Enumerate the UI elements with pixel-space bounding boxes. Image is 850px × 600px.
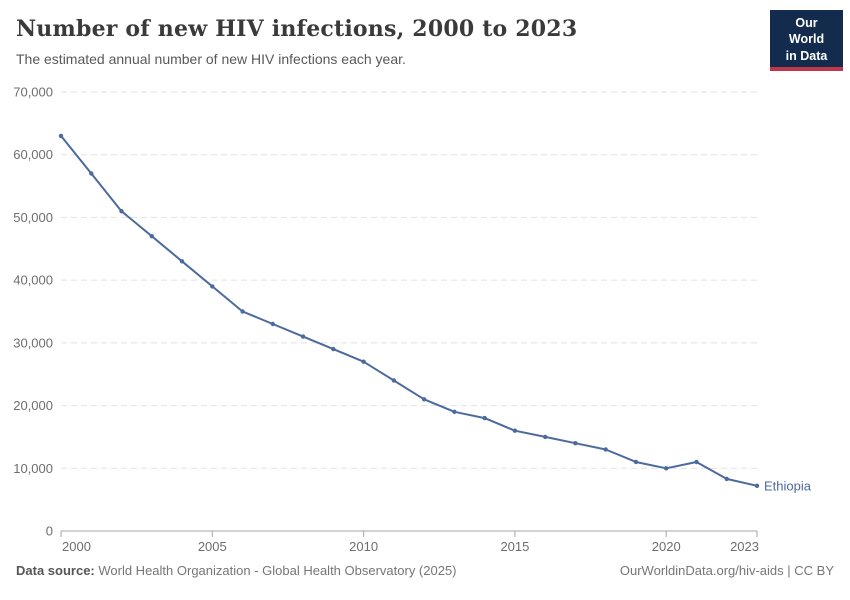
data-source-note: Data source: World Health Organization -… (16, 563, 457, 578)
data-point (421, 397, 427, 402)
data-point (452, 409, 457, 414)
x-tick-label: 2000 (62, 539, 91, 554)
data-point (89, 171, 94, 176)
data-point (543, 434, 548, 440)
data-source-text: World Health Organization - Global Healt… (94, 563, 457, 578)
owid-logo[interactable]: Our World in Data (770, 10, 843, 71)
data-line (60, 135, 758, 487)
data-point (694, 459, 699, 465)
owid-url-link[interactable]: OurWorldinData.org/hiv-aids | CC BY (619, 563, 834, 578)
owid-logo-line2: in Data (785, 48, 828, 63)
data-point (361, 359, 366, 364)
data-point (58, 133, 64, 139)
y-tick-label: 0 (46, 524, 53, 539)
data-point (754, 483, 760, 488)
data-point (149, 234, 154, 239)
data-point (482, 415, 487, 421)
data-point (331, 346, 336, 352)
y-tick-label: 60,000 (13, 147, 53, 162)
y-tick-label: 30,000 (13, 335, 53, 350)
y-tick-label: 50,000 (13, 210, 53, 225)
data-point (240, 309, 245, 314)
data-point (210, 284, 215, 289)
data-point (512, 428, 518, 433)
chart-title: Number of new HIV infections, 2000 to 20… (16, 16, 578, 42)
data-point (300, 334, 306, 339)
chart-header: Number of new HIV infections, 2000 to 20… (16, 16, 750, 67)
y-tick-label: 10,000 (13, 461, 53, 476)
data-source-label: Data source: (16, 563, 95, 578)
data-point (724, 476, 729, 482)
data-point (664, 466, 669, 471)
data-point (270, 321, 275, 327)
owid-logo-line1: Our World (788, 16, 825, 47)
data-point (573, 441, 578, 446)
data-point (179, 259, 185, 264)
x-tick-label: 2010 (349, 539, 378, 554)
x-tick-label: 2005 (198, 539, 227, 554)
entity-label: Ethiopia (764, 478, 812, 493)
chart-footer: Data source: World Health Organization -… (16, 563, 834, 578)
data-point (603, 447, 608, 452)
y-tick-label: 20,000 (13, 398, 53, 413)
data-point (119, 209, 124, 214)
x-tick-label: 2023 (730, 539, 759, 554)
x-tick-label: 2020 (652, 539, 681, 554)
chart-subtitle: The estimated annual number of new HIV i… (16, 51, 406, 67)
data-point (391, 378, 397, 383)
y-tick-label: 40,000 (13, 273, 53, 288)
y-tick-label: 70,000 (13, 85, 53, 100)
data-point (633, 459, 639, 465)
x-tick-label: 2015 (500, 539, 529, 554)
